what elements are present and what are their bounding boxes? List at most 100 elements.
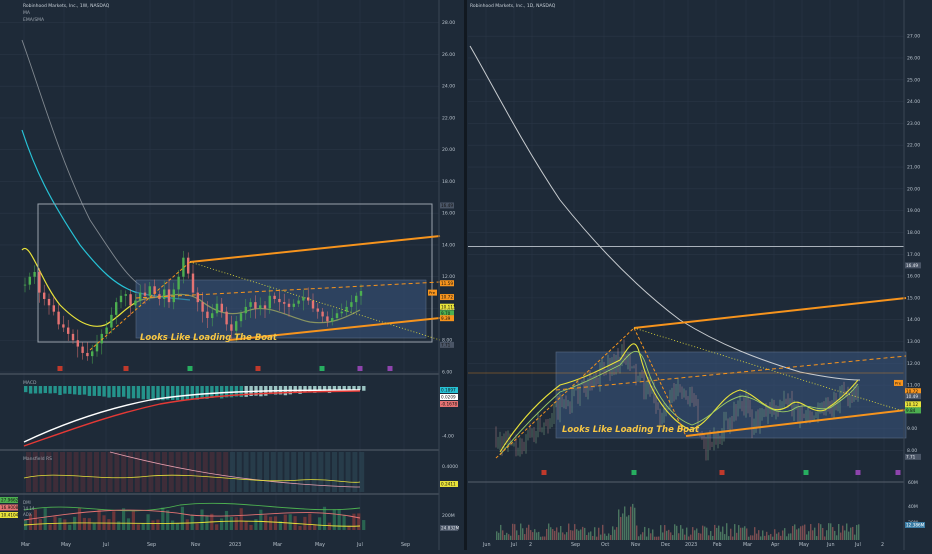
right-volume-bar bbox=[566, 532, 568, 540]
dmi-volume-bar bbox=[229, 517, 233, 530]
rs-ma-line bbox=[23, 474, 361, 483]
rs-background-bar bbox=[345, 452, 351, 492]
right-volume-bar bbox=[820, 524, 822, 540]
dmi-volume-bar bbox=[308, 513, 312, 530]
rs-y-tick: 0.4000 bbox=[442, 464, 458, 470]
right-volume-bar bbox=[550, 527, 552, 540]
left-chart-title: Robinhood Markets, Inc., 1W, NASDAQ bbox=[23, 3, 110, 9]
right-volume-bar bbox=[806, 534, 808, 540]
rs-background-bar bbox=[236, 452, 242, 492]
right-volume-bar bbox=[508, 534, 510, 540]
right-y-tick-label: 16.00 bbox=[907, 274, 920, 280]
right-volume-bar bbox=[588, 532, 590, 540]
left-candle bbox=[206, 311, 209, 319]
dmi-value-bg bbox=[0, 512, 18, 518]
right-volume-bar bbox=[614, 529, 616, 540]
dmi-volume-bar bbox=[327, 522, 331, 530]
dmi-volume-bar bbox=[322, 506, 327, 530]
right-volume-bar bbox=[726, 523, 728, 540]
rs-background-bar bbox=[209, 452, 215, 492]
macd-histogram-bar bbox=[117, 386, 121, 398]
right-volume-bar bbox=[834, 530, 836, 540]
right-volume-bar bbox=[574, 524, 576, 540]
macd-histogram-bar bbox=[28, 386, 33, 394]
right-chart-panel[interactable]: Looks Like Loading The Boat Robinhood Ma… bbox=[468, 0, 925, 550]
left-x-tick-label: Jul bbox=[356, 542, 363, 548]
rs-background-bar bbox=[325, 452, 331, 492]
macd-histogram-bar bbox=[200, 386, 204, 399]
left-candle bbox=[235, 321, 238, 331]
macd-histogram-bar bbox=[43, 386, 47, 394]
macd-histogram-bar bbox=[166, 386, 170, 400]
dmi-volume-bar bbox=[180, 506, 184, 530]
left-candle bbox=[273, 295, 276, 299]
left-candle bbox=[81, 346, 84, 353]
left-candle bbox=[100, 333, 103, 344]
left-price-label: 9.39 bbox=[441, 316, 451, 321]
right-volume-bar bbox=[720, 531, 722, 540]
right-volume-bar bbox=[532, 532, 534, 540]
macd-histogram-bar bbox=[357, 386, 361, 390]
rs-background-bar bbox=[196, 452, 201, 492]
mid-dashed-line bbox=[135, 281, 441, 299]
macd-value-label: -0.1678 bbox=[441, 402, 457, 407]
rs-background-bar bbox=[332, 452, 337, 492]
right-time-axis[interactable]: Jun Jul 2 Sep Oct Nov Dec 2023 Feb Mar Apr May Jun Ju… bbox=[482, 542, 884, 548]
left-candle bbox=[287, 303, 291, 307]
left-time-axis[interactable]: Mar May Jul Sep Nov 2023 Mar May Jul Sep bbox=[21, 542, 410, 548]
right-volume-bar bbox=[538, 531, 540, 540]
rs-background-bar bbox=[148, 452, 154, 492]
right-y-tick-label: 21.00 bbox=[907, 165, 920, 171]
right-y-tick-label: 18.00 bbox=[907, 230, 920, 236]
left-annotation: Looks Like Loading The Boat bbox=[140, 333, 278, 343]
macd-histogram-bar bbox=[33, 386, 38, 394]
right-price-axis[interactable]: 27.00 26.00 25.00 24.00 23.00 22.00 21.00 20.00… bbox=[894, 34, 921, 460]
left-price-label-bg bbox=[440, 303, 454, 310]
right-volume-bar bbox=[742, 527, 744, 540]
left-candle bbox=[110, 314, 113, 328]
right-volume-bar bbox=[758, 530, 760, 540]
macd-histogram-bar bbox=[63, 386, 67, 394]
macd-histogram-bar bbox=[190, 386, 194, 400]
left-candle bbox=[67, 327, 70, 334]
rs-background-bar bbox=[291, 452, 297, 492]
left-y-tick-label: 8.00 bbox=[442, 338, 452, 344]
left-price-label: 9.70 bbox=[441, 311, 451, 316]
macd-histogram-bar bbox=[332, 386, 337, 392]
left-price-axis[interactable]: 28.00 26.00 24.00 22.00 20.00 18.00 16.00 14.00… bbox=[428, 20, 456, 376]
left-candle bbox=[148, 286, 151, 296]
rs-background-bar bbox=[134, 452, 140, 492]
right-event-marker bbox=[541, 470, 547, 475]
dmi-volume-bar bbox=[195, 523, 199, 530]
left-candle bbox=[331, 318, 334, 322]
chart-divider[interactable] bbox=[464, 0, 467, 550]
range-box bbox=[37, 203, 433, 343]
rs-background-bar bbox=[121, 452, 127, 492]
right-volume-bar bbox=[732, 536, 734, 540]
dmi-volume-bar bbox=[332, 509, 336, 530]
left-candle bbox=[91, 351, 94, 357]
right-volume-bar bbox=[814, 527, 816, 540]
rs-background-bar bbox=[87, 452, 93, 492]
left-candle bbox=[244, 306, 247, 314]
dmi-volume-bar bbox=[87, 518, 91, 530]
right-volume-bar bbox=[520, 523, 522, 540]
right-volume-bar bbox=[600, 534, 602, 540]
dmi-volume-bar bbox=[249, 524, 253, 530]
right-volume-panel: 60M40M20M12.386M bbox=[496, 480, 925, 540]
right-volume-bar bbox=[704, 526, 706, 540]
left-chart-panel[interactable]: Looks Like Loading The Boat Robinhood Ma… bbox=[0, 0, 460, 550]
macd-histogram-bar bbox=[82, 386, 87, 395]
right-volume-bar bbox=[694, 530, 696, 540]
right-price-tag-bg bbox=[894, 379, 903, 386]
rs-background-bar bbox=[39, 452, 45, 492]
left-candle bbox=[215, 303, 219, 314]
left-price-label-bg bbox=[440, 341, 454, 348]
right-volume-bar bbox=[630, 506, 632, 540]
right-volume-bar bbox=[780, 535, 782, 540]
left-y-tick-label: 12.00 bbox=[442, 274, 455, 280]
rs-background-bar bbox=[304, 452, 310, 492]
left-candle bbox=[71, 333, 75, 341]
